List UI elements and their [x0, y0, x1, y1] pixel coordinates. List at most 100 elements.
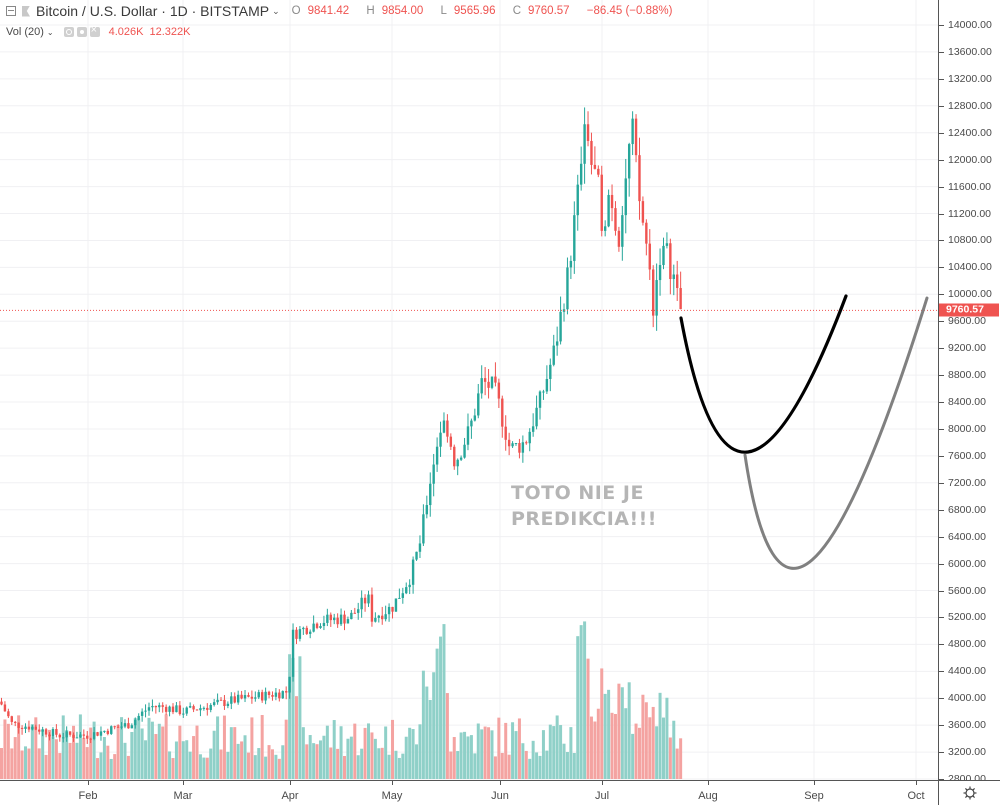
- y-tick-label: 10800.00: [948, 234, 992, 247]
- y-tick-label: 14000.00: [948, 19, 992, 31]
- ohlc-values: O 9841.42 H 9854.00 L 9565.96 C 9760.57 −86.…: [292, 5, 680, 17]
- high-value: 9854.00: [381, 5, 424, 17]
- open-value: 9841.42: [307, 5, 350, 17]
- y-tick-label: 11200.00: [948, 207, 992, 220]
- x-tick: [183, 781, 184, 785]
- y-tick: [939, 482, 944, 484]
- y-tick-label: 10000.00: [948, 288, 992, 301]
- y-tick-label: 7600.00: [948, 449, 986, 462]
- y-tick: [939, 213, 944, 215]
- y-tick-label: 8400.00: [948, 396, 986, 409]
- symbol-legend: Bitcoin / U.S. Dollar · 1D · BITSTAMP ⌄ …: [6, 3, 679, 19]
- y-tick: [939, 402, 944, 404]
- volume-legend: Vol (20) ⌄ 4.026K 12.322K: [6, 24, 191, 38]
- y-tick: [939, 752, 944, 754]
- x-tick: [88, 781, 89, 785]
- y-tick: [939, 25, 944, 26]
- volume-indicator-label[interactable]: Vol (20): [6, 26, 44, 38]
- y-tick-label: 6400.00: [948, 530, 986, 543]
- x-tick-label: Apr: [281, 790, 299, 802]
- y-tick-label: 6800.00: [948, 503, 986, 516]
- y-tick-label: 9200.00: [948, 342, 986, 355]
- x-tick: [392, 781, 393, 785]
- y-tick: [939, 725, 944, 727]
- y-tick: [939, 132, 944, 134]
- y-tick: [939, 294, 944, 296]
- y-tick-label: 11600.00: [948, 180, 992, 193]
- settings-icon[interactable]: [76, 27, 87, 37]
- y-tick-label: 12400.00: [948, 126, 992, 139]
- last-price-tag: 9760.57: [939, 303, 999, 317]
- chart-grid: [0, 0, 938, 780]
- y-tick-label: 12000.00: [948, 153, 992, 166]
- high-label: H: [366, 5, 375, 17]
- x-tick-label: Jun: [491, 790, 509, 802]
- price-axis[interactable]: 9760.57 14000.00 13600.00 13200.00 12800.00…: [938, 0, 1000, 785]
- y-tick: [939, 240, 944, 242]
- y-tick-label: 5200.00: [948, 611, 986, 624]
- collapse-icon[interactable]: [6, 6, 16, 16]
- y-tick: [939, 779, 944, 781]
- y-tick: [939, 159, 944, 161]
- y-tick-label: 12800.00: [948, 99, 992, 112]
- y-tick: [939, 509, 944, 511]
- y-tick: [939, 78, 944, 80]
- x-tick-label: May: [381, 790, 403, 802]
- y-tick-label: 4000.00: [948, 692, 986, 705]
- y-tick-label: 10400.00: [948, 261, 992, 274]
- candlesticks: [0, 107, 682, 744]
- y-tick: [939, 455, 944, 457]
- y-tick-label: 5600.00: [948, 584, 986, 597]
- x-tick: [500, 781, 501, 785]
- symbol-title[interactable]: Bitcoin / U.S. Dollar · 1D · BITSTAMP: [36, 3, 270, 19]
- y-tick-label: 8000.00: [948, 422, 986, 435]
- y-tick: [939, 563, 944, 565]
- y-tick: [939, 671, 944, 673]
- annotation-text[interactable]: TOTO NIE JE PREDIKCIA!!!: [511, 482, 657, 530]
- y-tick: [939, 186, 944, 188]
- y-tick: [939, 51, 944, 53]
- y-tick-label: 7200.00: [948, 476, 986, 489]
- drawn-curve-secondary[interactable]: [743, 296, 929, 570]
- y-tick-label: 4400.00: [948, 665, 986, 678]
- time-axis[interactable]: Feb Mar Apr May Jun Jul Aug Sep Oct: [0, 780, 938, 805]
- chevron-down-icon[interactable]: ⌄: [46, 27, 54, 37]
- x-tick-label: Mar: [173, 790, 193, 802]
- x-tick-label: Feb: [78, 790, 98, 802]
- low-value: 9565.96: [453, 5, 496, 17]
- y-tick: [939, 428, 944, 430]
- chevron-down-icon[interactable]: ⌄: [272, 5, 280, 16]
- y-tick: [939, 105, 944, 107]
- chart-settings-button[interactable]: [938, 780, 1000, 805]
- y-tick: [939, 644, 944, 646]
- y-tick-label: 9600.00: [948, 315, 986, 328]
- y-tick: [939, 375, 944, 377]
- flag-icon: [22, 5, 30, 17]
- y-tick: [939, 536, 944, 538]
- volume-bars: [0, 621, 683, 779]
- y-tick: [939, 321, 944, 323]
- open-label: O: [291, 5, 301, 17]
- drawn-curve-primary[interactable]: [679, 294, 848, 454]
- volume-value: 4.026K: [108, 26, 144, 38]
- x-tick: [602, 781, 603, 785]
- user-drawings[interactable]: [679, 294, 929, 570]
- y-tick-label: 13600.00: [948, 45, 992, 58]
- close-icon[interactable]: [89, 24, 100, 37]
- y-tick-label: 8800.00: [948, 369, 986, 382]
- x-tick-label: Oct: [907, 790, 925, 802]
- eye-icon[interactable]: [63, 27, 74, 37]
- y-tick: [939, 348, 944, 350]
- x-tick-label: Sep: [804, 790, 824, 802]
- change-value: −86.45 (−0.88%): [586, 5, 673, 17]
- x-tick-label: Jul: [594, 790, 610, 802]
- volume-ma-value: 12.322K: [149, 26, 191, 38]
- y-tick-label: 13200.00: [948, 72, 992, 85]
- x-tick: [708, 781, 709, 785]
- gear-icon: [963, 786, 977, 800]
- y-tick-label: 6000.00: [948, 557, 986, 570]
- x-tick: [814, 781, 815, 785]
- close-label: C: [512, 5, 521, 17]
- y-tick: [939, 698, 944, 700]
